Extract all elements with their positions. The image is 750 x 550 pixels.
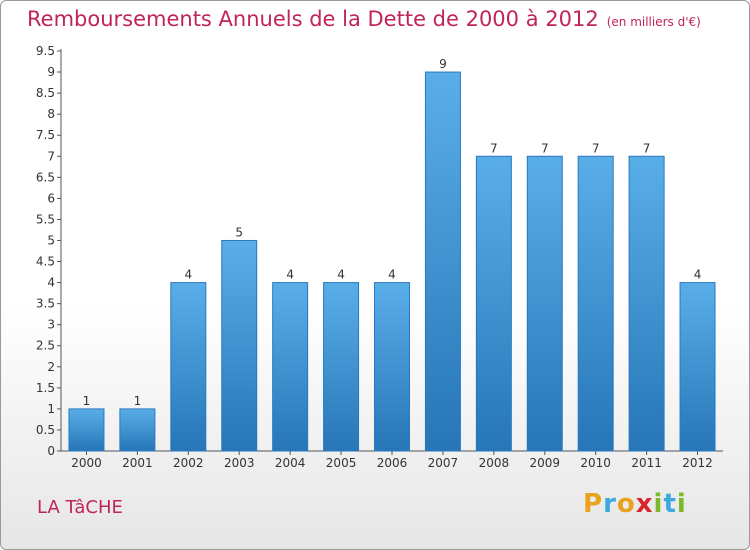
bar: [323, 282, 360, 452]
y-tick-label: 3.5: [36, 297, 55, 311]
x-tick-label: 2008: [479, 456, 510, 470]
bar: [424, 71, 461, 452]
bar-value-label: 5: [235, 225, 243, 239]
y-tick-label: 1.5: [36, 381, 55, 395]
x-tick-label: 2002: [173, 456, 204, 470]
bar-value-label: 4: [694, 268, 702, 282]
bar: [628, 155, 665, 452]
bar-value-label: 1: [83, 394, 91, 408]
proxiti-logo: Proxiti: [583, 489, 687, 519]
y-tick-label: 3: [47, 318, 55, 332]
x-tick-label: 2000: [71, 456, 102, 470]
y-tick-label: 8: [47, 107, 55, 121]
bar: [374, 282, 410, 452]
bar-value-label: 4: [388, 268, 396, 282]
logo-letter: x: [635, 489, 654, 519]
x-tick-label: 2003: [224, 456, 255, 470]
chart-subtitle: (en milliers d'€): [606, 15, 701, 29]
x-tick-label: 2010: [580, 456, 611, 470]
x-tick-label: 2004: [275, 456, 306, 470]
x-tick-label: 2011: [631, 456, 662, 470]
bar-value-label: 1: [134, 394, 142, 408]
bar: [679, 282, 716, 452]
bar: [170, 282, 207, 452]
logo-letter: i: [653, 489, 664, 519]
logo-letter: i: [676, 489, 687, 519]
x-tick-label: 2012: [682, 456, 713, 470]
logo-letter: P: [583, 489, 604, 519]
y-tick-label: 4: [47, 276, 55, 290]
chart-title: Remboursements Annuels de la Dette de 20…: [27, 7, 701, 31]
bar: [272, 282, 309, 452]
bars: [68, 71, 716, 452]
x-tick-label: 2007: [428, 456, 459, 470]
bar-value-label: 7: [643, 141, 651, 155]
bar-value-label: 4: [286, 268, 294, 282]
bar-value-label: 7: [490, 141, 498, 155]
chart-title-text: Remboursements Annuels de la Dette de 20…: [27, 7, 599, 31]
y-tick-label: 7.5: [36, 128, 55, 142]
y-tick-label: 6.5: [36, 170, 55, 184]
bar: [119, 408, 156, 452]
y-tick-label: 2: [47, 360, 55, 374]
bar-value-label: 7: [592, 141, 600, 155]
bar-value-label: 9: [439, 57, 447, 71]
bar-value-label: 7: [541, 141, 549, 155]
x-tick-label: 2005: [326, 456, 357, 470]
y-tick-label: 8.5: [36, 86, 55, 100]
logo-letter: t: [663, 489, 677, 519]
y-tick-label: 1: [47, 402, 55, 416]
location-name: LA TâCHE: [37, 497, 123, 518]
bar: [475, 155, 512, 452]
y-tick-label: 9: [47, 65, 55, 79]
x-tick-label: 2009: [529, 456, 560, 470]
y-tick-label: 9.5: [36, 44, 55, 58]
logo-letter: r: [603, 489, 617, 519]
y-tick-label: 5: [47, 233, 55, 247]
y-tick-label: 0: [47, 444, 55, 458]
x-tick-label: 2001: [122, 456, 153, 470]
bar-value-label: 4: [184, 268, 192, 282]
y-tick-label: 7: [47, 149, 55, 163]
y-tick-label: 0.5: [36, 423, 55, 437]
bar-value-label: 4: [337, 268, 345, 282]
bar: [68, 408, 105, 452]
y-tick-label: 6: [47, 191, 55, 205]
x-tick-label: 2006: [377, 456, 408, 470]
y-tick-label: 2.5: [36, 339, 55, 353]
axes: 0 0.5 1 1.5 2 2.5 3 3.5 4 4.5 5 5.5 6 6.5 7 7.5 8 8.5 9 9.5…: [36, 44, 723, 470]
y-tick-label: 5.5: [36, 212, 55, 226]
value-labels: 1 1 4 5 4 4 4 9 7 7 7 7 4: [83, 57, 702, 408]
bar: [577, 155, 614, 452]
bar: [526, 155, 563, 452]
bar: [221, 239, 258, 452]
logo-letter: o: [616, 489, 636, 519]
y-tick-label: 4.5: [36, 255, 55, 269]
